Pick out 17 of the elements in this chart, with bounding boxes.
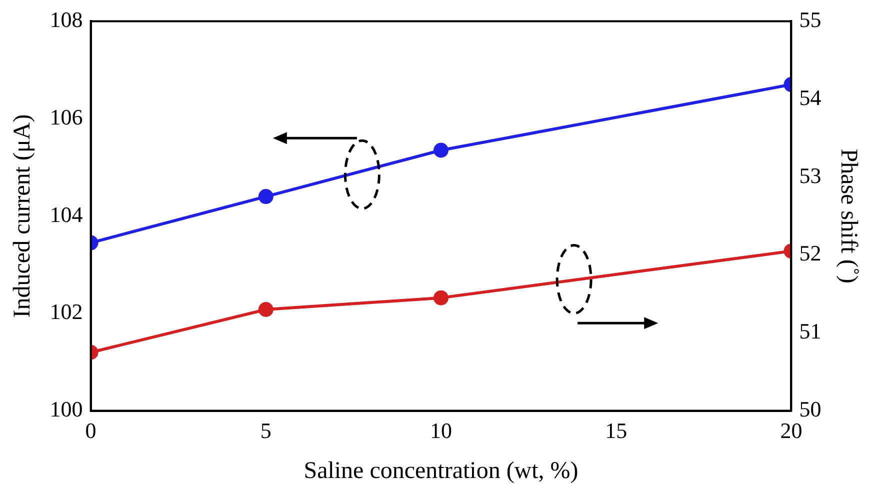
x-axis-title: Saline concentration (wt, %) [304,458,578,484]
y2-tick-label: 51 [799,318,822,344]
y-tick-label: 104 [50,202,83,227]
y2-tick-label: 55 [799,6,822,32]
y2-tick-label: 54 [799,84,822,110]
x-tick-label: 0 [85,418,96,443]
y-axis-title: Induced current (μA) [10,114,36,318]
y-tick-label: 100 [50,396,83,422]
y2-tick-label: 52 [799,240,822,266]
y-tick-label: 102 [50,299,83,324]
y-tick-label: 106 [50,104,83,130]
x-tick-label: 15 [605,418,628,443]
x-tick-label: 5 [260,418,272,443]
y2-tick-label: 53 [799,162,822,188]
x-tick-label: 10 [430,418,452,443]
y-tick-label: 108 [50,6,83,32]
y2-axis-title: Phase shift (˚) [835,148,862,284]
